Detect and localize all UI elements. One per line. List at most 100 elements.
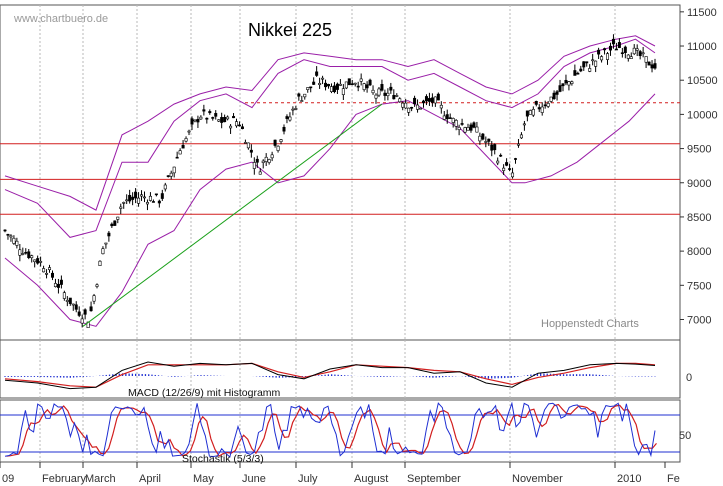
candle-body — [249, 149, 253, 153]
candle-body — [356, 85, 360, 88]
candle-body — [603, 48, 607, 51]
price-y-tick-label: 10500 — [687, 75, 718, 87]
candle-body — [543, 104, 547, 107]
candle-body — [552, 92, 556, 100]
candle-body — [324, 82, 328, 88]
candle-body — [608, 45, 612, 51]
candle-body — [74, 304, 78, 310]
macd-zero-tick: 0 — [686, 372, 692, 384]
candle-body — [398, 98, 402, 103]
candle-body — [267, 159, 271, 163]
candle-body — [508, 168, 512, 170]
candle-body — [362, 83, 366, 90]
candle-body — [205, 117, 209, 120]
macd-signal-line — [4, 362, 656, 388]
candle-body — [211, 117, 215, 119]
candle-body — [169, 172, 173, 177]
price-panel: 7000 7500 8000 8500 9000 9500 10000 10500 11000 1… — [0, 4, 718, 341]
candle-body — [555, 91, 559, 95]
candle-body — [490, 144, 494, 151]
candle-body — [104, 242, 108, 245]
candle-body — [151, 201, 155, 203]
candle-body — [481, 133, 485, 140]
candle-body — [214, 113, 218, 117]
candle-body — [424, 96, 428, 102]
candle-body — [386, 92, 390, 97]
candle-body — [511, 172, 515, 178]
candle-body — [338, 83, 342, 86]
candle-body — [365, 84, 369, 89]
candle-body — [264, 156, 268, 162]
bollinger-middle-band — [4, 38, 656, 238]
candle-body — [273, 139, 277, 146]
candle-body — [466, 127, 470, 131]
candle-body — [371, 89, 375, 94]
candle-body — [276, 145, 280, 151]
price-y-tick-label: 8000 — [687, 246, 711, 258]
candle-body — [255, 158, 259, 163]
candle-body — [600, 56, 604, 61]
candle-body — [258, 171, 262, 175]
candle-body — [101, 248, 105, 255]
x-tick-label: July — [298, 473, 318, 485]
candle-body — [15, 240, 19, 246]
candle-body — [499, 154, 503, 157]
candle-body — [157, 200, 161, 204]
candle-body — [113, 220, 117, 226]
candle-body — [329, 86, 333, 92]
candle-body — [567, 81, 571, 86]
stochastic-slow-line — [6, 403, 657, 457]
candle-body — [190, 118, 194, 125]
candle-body — [291, 108, 295, 111]
candle-body — [597, 49, 601, 55]
candle-body — [353, 82, 357, 85]
candle-body — [430, 97, 434, 103]
candle-body — [196, 118, 200, 123]
candle-body — [374, 94, 378, 99]
candle-body — [632, 47, 636, 55]
candle-body — [137, 197, 141, 204]
candle-body — [166, 175, 170, 177]
candle-body — [148, 195, 152, 201]
candle-body — [368, 79, 372, 86]
candle-body — [220, 117, 224, 123]
candle-body — [184, 138, 188, 142]
candle-body — [493, 144, 497, 151]
stochastic-50-tick: 50 — [679, 430, 691, 442]
candle-body — [232, 116, 236, 119]
candle-body — [561, 83, 565, 87]
candle-body — [128, 194, 132, 202]
candle-body — [163, 184, 167, 190]
candle-body — [59, 279, 63, 285]
candle-body — [626, 54, 630, 59]
candle-body — [98, 260, 102, 266]
macd-label: MACD (12/26/9) mit Histogramm — [128, 387, 281, 399]
chart-title: Nikkei 225 — [248, 20, 332, 40]
candle-body — [312, 81, 316, 85]
price-y-tick-label: 7000 — [687, 314, 711, 326]
candle-body — [454, 120, 458, 127]
candle-body — [549, 96, 553, 102]
macd-line — [4, 361, 656, 390]
x-tick-label: 09 — [2, 473, 14, 485]
candle-body — [56, 283, 60, 288]
candle-body — [505, 162, 509, 166]
candle-body — [516, 143, 520, 146]
candle-body — [297, 93, 301, 97]
candle-body — [217, 119, 221, 122]
candle-body — [606, 53, 610, 60]
candle-body — [6, 233, 10, 236]
candle-body — [611, 38, 615, 45]
candle-body — [193, 119, 197, 122]
candle-body — [39, 260, 43, 263]
candle-body — [107, 232, 111, 237]
price-y-tick-label: 7500 — [687, 280, 711, 292]
candle-body — [546, 103, 550, 107]
candle-body — [383, 92, 387, 96]
x-tick-label: March — [85, 473, 116, 485]
bollinger-lower-band — [4, 93, 656, 327]
x-tick-label: September — [407, 473, 461, 485]
candle-body — [460, 123, 464, 125]
candle-body — [48, 267, 52, 271]
